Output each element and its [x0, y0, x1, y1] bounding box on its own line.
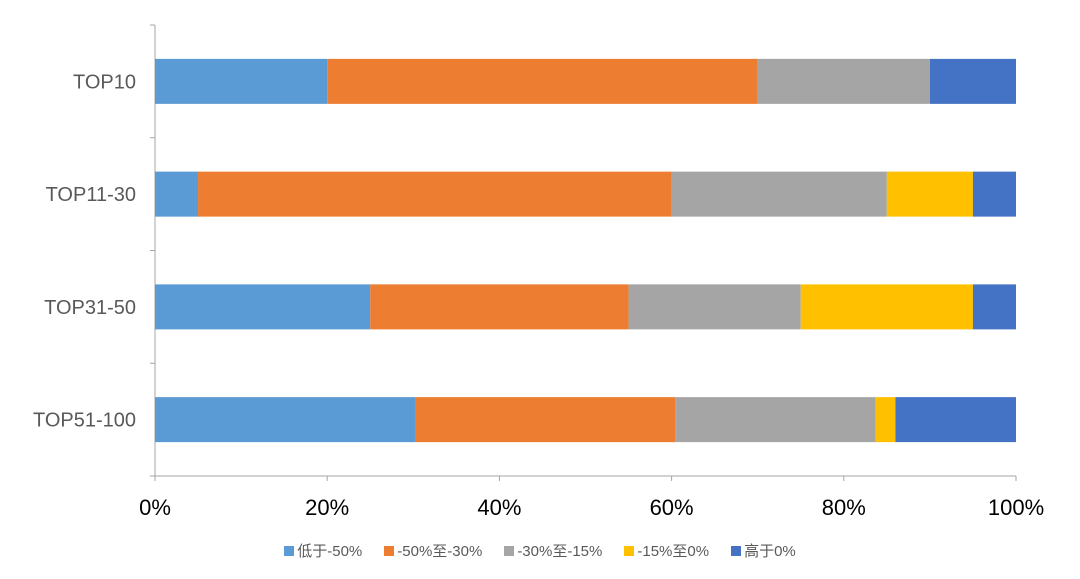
x-tick-label: 60% [650, 495, 694, 520]
bar-segment [155, 397, 416, 443]
category-label: TOP51-100 [33, 410, 136, 432]
legend-label: -15%至0% [637, 543, 710, 560]
legend-swatch [504, 545, 515, 556]
legend-swatch [624, 545, 635, 556]
x-tick-label: 0% [139, 495, 171, 520]
legend: 低于-50% -50%至-30% -30%至-15% -15%至0% 高于0% [0, 540, 1080, 561]
x-tick-label: 40% [477, 495, 521, 520]
bar-segment [155, 58, 328, 104]
x-tick-label: 80% [822, 495, 866, 520]
bar-segment [972, 284, 1016, 330]
bar-segment [155, 284, 371, 330]
bar-segment [671, 171, 887, 217]
legend-item: 低于-50% [284, 540, 362, 561]
bar-segment [675, 397, 876, 443]
category-label: TOP31-50 [44, 297, 136, 319]
bar-segment [327, 58, 758, 104]
bar-segment [895, 397, 1016, 443]
bar-segment [875, 397, 896, 443]
bar-segment [155, 171, 199, 217]
category-label: TOP11-30 [46, 184, 136, 206]
legend-item: -50%至-30% [384, 540, 482, 561]
legend-item: 高于0% [731, 540, 796, 561]
category-label: TOP10 [73, 71, 136, 93]
legend-label: 低于-50% [297, 543, 363, 560]
bar-segment [929, 58, 1016, 104]
x-tick-label: 100% [988, 495, 1044, 520]
bar-segment [370, 284, 629, 330]
bar-segment [757, 58, 930, 104]
bar-segment [198, 171, 672, 217]
legend-label: 高于0% [744, 543, 796, 560]
bar-segment [972, 171, 1016, 217]
legend-item: -15%至0% [624, 540, 709, 561]
bar-segment [886, 171, 973, 217]
legend-item: -30%至-15% [504, 540, 602, 561]
legend-swatch [731, 545, 742, 556]
bar-segment [800, 284, 973, 330]
legend-label: -50%至-30% [397, 543, 483, 560]
bar-segment [415, 397, 676, 443]
x-tick-label: 20% [305, 495, 349, 520]
legend-swatch [384, 545, 395, 556]
legend-label: -30%至-15% [517, 543, 603, 560]
legend-swatch [284, 545, 295, 556]
bar-segment [628, 284, 801, 330]
